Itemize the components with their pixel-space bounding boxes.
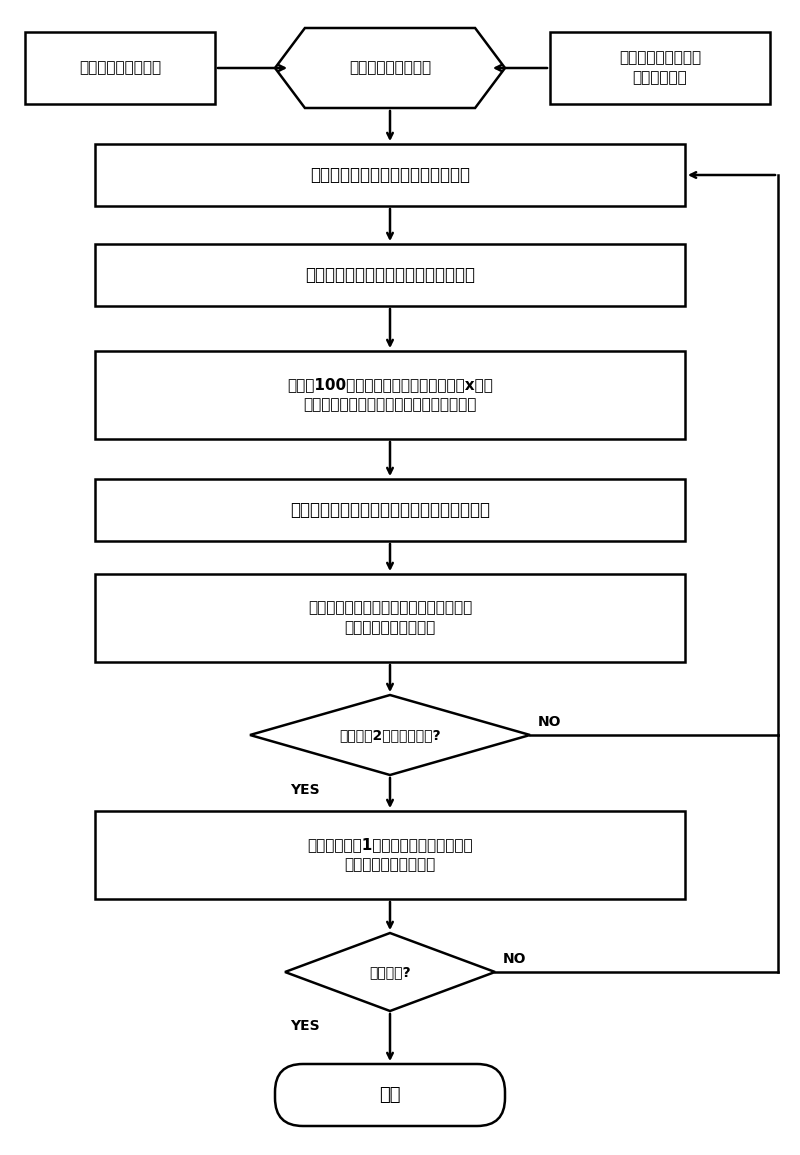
FancyBboxPatch shape — [275, 1064, 505, 1126]
Text: 当前帧双列计数线上各点的视差计算: 当前帧双列计数线上各点的视差计算 — [310, 166, 470, 184]
Text: 双目摄像机开始工作: 双目摄像机开始工作 — [349, 60, 431, 75]
Text: NO: NO — [503, 952, 526, 966]
Text: 结束: 结束 — [379, 1086, 401, 1104]
Text: 双列计数线上前景目标的视差阈值提取: 双列计数线上前景目标的视差阈值提取 — [305, 266, 475, 284]
Bar — [95, 811, 685, 899]
Bar — [95, 574, 685, 662]
Bar — [95, 479, 685, 541]
Text: 地平面映射图像中运动目标的提取和标记
运动目标的分割和合并: 地平面映射图像中运动目标的提取和标记 运动目标的分割和合并 — [308, 601, 472, 635]
Text: 摄像机内外参数标定: 摄像机内外参数标定 — [79, 60, 161, 75]
Polygon shape — [285, 933, 495, 1011]
Text: 在计数线2上出现目标吗?: 在计数线2上出现目标吗? — [339, 728, 441, 742]
Bar — [95, 244, 685, 306]
Polygon shape — [275, 28, 505, 109]
Text: NO: NO — [538, 715, 562, 729]
Text: 双列计数线位置设置
背景视差预存: 双列计数线位置设置 背景视差预存 — [619, 51, 701, 85]
Text: YES: YES — [290, 783, 320, 797]
Text: 搜索与计数线1上该目标最佳匹配的目标
方向判断，更新计数器: 搜索与计数线1上该目标最佳匹配的目标 方向判断，更新计数器 — [307, 837, 473, 872]
Text: YES: YES — [290, 1019, 320, 1033]
Bar — [95, 144, 685, 206]
Bar — [550, 32, 770, 104]
Text: 生成前景目标视差时空图像的地平面映射图像: 生成前景目标视差时空图像的地平面映射图像 — [290, 501, 490, 519]
Bar — [95, 351, 685, 439]
Text: 计数结束?: 计数结束? — [369, 964, 411, 979]
Bar — [25, 32, 215, 104]
Polygon shape — [250, 695, 530, 775]
Text: 将最新100帧的列计数线前景目标视差在x方向
时间轴上展开构成两幅动态列视差时空图像: 将最新100帧的列计数线前景目标视差在x方向 时间轴上展开构成两幅动态列视差时空… — [287, 378, 493, 412]
